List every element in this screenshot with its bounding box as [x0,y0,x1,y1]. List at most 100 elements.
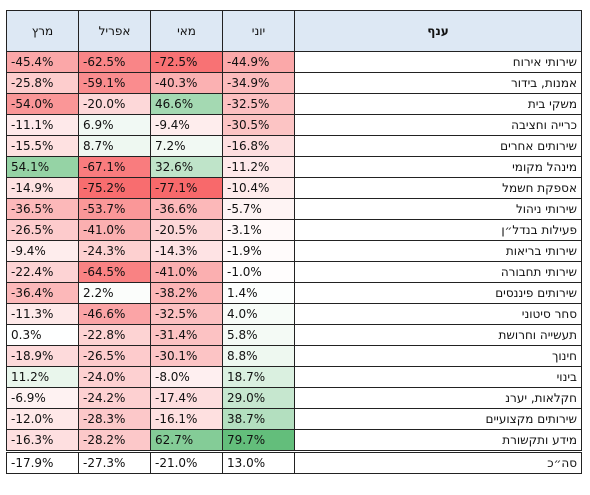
cell-april: 8.7% [78,135,151,157]
cell-june: -1.9% [222,240,295,262]
cell-june: -1.0% [222,261,295,283]
cell-branch: אספקת חשמל [294,177,582,199]
cell-june: 13.0% [222,450,295,474]
cell-march: -6.9% [6,387,79,409]
cell-june: -44.9% [222,51,295,73]
cell-march: -54.0% [6,93,79,115]
table-row: -15.5% 8.7% 7.2% -16.8% שירותים אחרים [6,135,582,157]
cell-april: -24.0% [78,366,151,388]
cell-march: -14.9% [6,177,79,199]
heatmap-table: מרץ אפריל מאי יוני ענף -45.4% -62.5% -72.5… [6,10,582,474]
cell-branch: שירותי אירוח [294,51,582,73]
header-row: מרץ אפריל מאי יוני ענף [6,10,582,52]
cell-june: 1.4% [222,282,295,304]
cell-march: -22.4% [6,261,79,283]
cell-may: -38.2% [150,282,223,304]
cell-may: -41.0% [150,261,223,283]
cell-june: 38.7% [222,408,295,430]
cell-branch: פעילות בנדל״ן [294,219,582,241]
cell-may: -8.0% [150,366,223,388]
cell-june: 29.0% [222,387,295,409]
cell-branch: חקלאות, יערנ [294,387,582,409]
cell-may: -31.4% [150,324,223,346]
cell-may: -9.4% [150,114,223,136]
cell-april: -59.1% [78,72,151,94]
header-june: יוני [222,10,295,52]
cell-march: -36.4% [6,282,79,304]
cell-june: 18.7% [222,366,295,388]
cell-march: -12.0% [6,408,79,430]
table-row: -9.4% -24.3% -14.3% -1.9% שירותי בריאות [6,240,582,262]
cell-march: -17.9% [6,450,79,474]
table-row: 0.3% -22.8% -31.4% 5.8% תעשייה וחרושת [6,324,582,346]
table-row: -11.3% -46.6% -32.5% 4.0% סחר סיטוני [6,303,582,325]
cell-april: 6.9% [78,114,151,136]
cell-branch: שירותים מקצועיים [294,408,582,430]
table-row: 11.2% -24.0% -8.0% 18.7% בינוי [6,366,582,388]
cell-may: -16.1% [150,408,223,430]
cell-branch: בינוי [294,366,582,388]
cell-march: -36.5% [6,198,79,220]
cell-april: -53.7% [78,198,151,220]
cell-june: -11.2% [222,156,295,178]
heatmap-table-container: מרץ אפריל מאי יוני ענף -45.4% -62.5% -72.5… [6,10,582,474]
cell-may: -17.4% [150,387,223,409]
cell-march: -18.9% [6,345,79,367]
cell-branch: שירותים פיננסים [294,282,582,304]
cell-april: -75.2% [78,177,151,199]
cell-april: -24.3% [78,240,151,262]
cell-april: 2.2% [78,282,151,304]
header-branch: ענף [294,10,582,52]
cell-april: -28.2% [78,429,151,452]
cell-march: 11.2% [6,366,79,388]
cell-june: 5.8% [222,324,295,346]
cell-may: 7.2% [150,135,223,157]
cell-april: -46.6% [78,303,151,325]
cell-branch: מינהל מקומי [294,156,582,178]
cell-april: -67.1% [78,156,151,178]
cell-branch: סחר סיטוני [294,303,582,325]
total-row: -17.9% -27.3% -21.0% 13.0% סה״כ [6,450,582,474]
table-row: -26.5% -41.0% -20.5% -3.1% פעילות בנדל״ן [6,219,582,241]
cell-branch: שירותי תחבורה [294,261,582,283]
cell-april: -24.2% [78,387,151,409]
cell-may: 46.6% [150,93,223,115]
cell-march: -16.3% [6,429,79,452]
cell-may: -32.5% [150,303,223,325]
cell-june: -34.9% [222,72,295,94]
cell-branch: משקי בית [294,93,582,115]
header-may: מאי [150,10,223,52]
cell-branch: שירותי בריאות [294,240,582,262]
cell-june: -16.8% [222,135,295,157]
cell-june: -5.7% [222,198,295,220]
cell-march: -45.4% [6,51,79,73]
header-april: אפריל [78,10,151,52]
cell-branch: כרייה וחציבה [294,114,582,136]
cell-june: -3.1% [222,219,295,241]
cell-branch: סה״כ [294,450,582,474]
cell-may: -77.1% [150,177,223,199]
cell-april: -27.3% [78,450,151,474]
table-row: -18.9% -26.5% -30.1% 8.8% חינוך [6,345,582,367]
cell-may: -30.1% [150,345,223,367]
cell-june: -32.5% [222,93,295,115]
cell-branch: שירותים אחרים [294,135,582,157]
table-row: -14.9% -75.2% -77.1% -10.4% אספקת חשמל [6,177,582,199]
cell-may: 62.7% [150,429,223,452]
cell-may: -14.3% [150,240,223,262]
table-body: -45.4% -62.5% -72.5% -44.9% שירותי אירוח -25.… [6,51,582,474]
cell-june: -30.5% [222,114,295,136]
cell-branch: חינוך [294,345,582,367]
cell-april: -20.0% [78,93,151,115]
header-march: מרץ [6,10,79,52]
cell-april: -26.5% [78,345,151,367]
table-row: -11.1% 6.9% -9.4% -30.5% כרייה וחציבה [6,114,582,136]
cell-may: -36.6% [150,198,223,220]
table-row: -12.0% -28.3% -16.1% 38.7% שירותים מקצועיים [6,408,582,430]
cell-march: -11.1% [6,114,79,136]
cell-april: -41.0% [78,219,151,241]
cell-april: -22.8% [78,324,151,346]
cell-april: -28.3% [78,408,151,430]
cell-may: -21.0% [150,450,223,474]
cell-march: -15.5% [6,135,79,157]
